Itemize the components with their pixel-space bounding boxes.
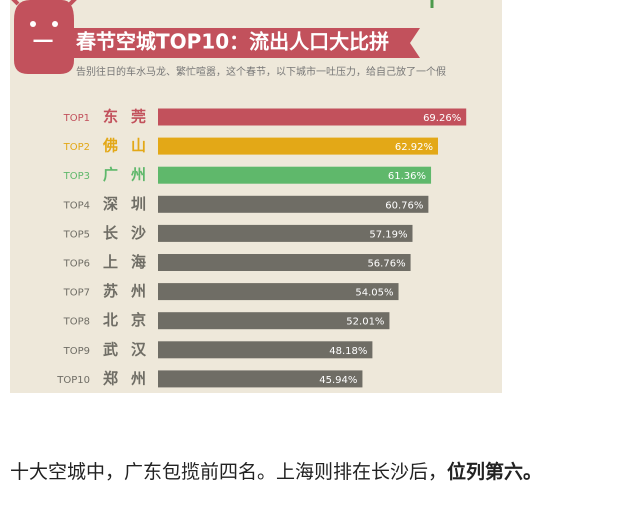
bar (158, 137, 438, 155)
chart-title: 春节空城TOP10：流出人口大比拼 (75, 30, 389, 54)
rank-label: TOP9 (63, 346, 90, 357)
category-label: 武汉 (103, 340, 159, 358)
mascot-eye (52, 21, 58, 27)
category-label: 上海 (103, 253, 159, 271)
rank-label: TOP10 (56, 375, 90, 386)
value-label: 62.92% (395, 142, 433, 153)
value-label: 45.94% (319, 375, 357, 386)
category-label: 郑州 (103, 369, 159, 387)
mascot (14, 0, 74, 74)
rank-label: TOP4 (63, 200, 90, 211)
rank-label: TOP1 (63, 113, 90, 124)
value-label: 52.01% (346, 317, 384, 328)
rank-label: TOP2 (63, 142, 90, 153)
category-label: 东莞 (103, 108, 159, 126)
title-banner (64, 28, 420, 58)
category-label: 长沙 (103, 224, 159, 242)
bar (158, 370, 363, 388)
paragraph: 十大空城中，广东包揽前四名。上海则排在长沙后，位列第六。 (10, 457, 542, 484)
chart-subtitle: 告别往日的车水马龙、繁忙喧嚣，这个春节，以下城市一吐压力，给自己放了一个假 (76, 65, 446, 78)
category-label: 深圳 (103, 195, 159, 213)
mascot-horns (11, 0, 77, 6)
bar (158, 283, 399, 301)
bar (158, 108, 467, 126)
rank-label: TOP5 (63, 229, 90, 240)
value-label: 57.19% (369, 229, 407, 240)
infographic: 一 春节空城TOP10：流出人口大比拼 告别往日的车水马龙、繁忙喧嚣，这个春节，… (10, 0, 502, 393)
value-label: 54.05% (355, 288, 393, 299)
mascot-eye (30, 21, 36, 27)
bold-text: 位列第六。 (447, 461, 543, 483)
value-label: 61.36% (388, 171, 426, 182)
rank-label: TOP7 (63, 288, 90, 299)
value-label: 48.18% (329, 346, 367, 357)
bars: TOP1 东莞 69.26% TOP2 佛山 62.92% TOP3 广州 61.36% TOP4… (56, 108, 467, 388)
text: 十大空城中，广东包揽前四名。上海则排在长沙后， (10, 461, 448, 483)
bar (158, 195, 429, 213)
category-label: 佛山 (102, 137, 159, 155)
category-label: 广州 (103, 166, 159, 184)
category-label: 北京 (103, 311, 159, 329)
rank-label: TOP6 (63, 259, 90, 270)
value-label: 60.76% (385, 200, 423, 211)
bar (158, 341, 373, 359)
value-label: 69.26% (423, 113, 461, 124)
bar (158, 224, 413, 242)
section-number: 一 (33, 30, 53, 54)
bar (158, 166, 432, 184)
bar (158, 254, 411, 271)
rank-label: TOP3 (63, 171, 90, 182)
value-label: 56.76% (367, 259, 405, 270)
rank-label: TOP8 (63, 317, 90, 328)
bar (158, 312, 390, 330)
category-label: 苏州 (103, 282, 159, 300)
